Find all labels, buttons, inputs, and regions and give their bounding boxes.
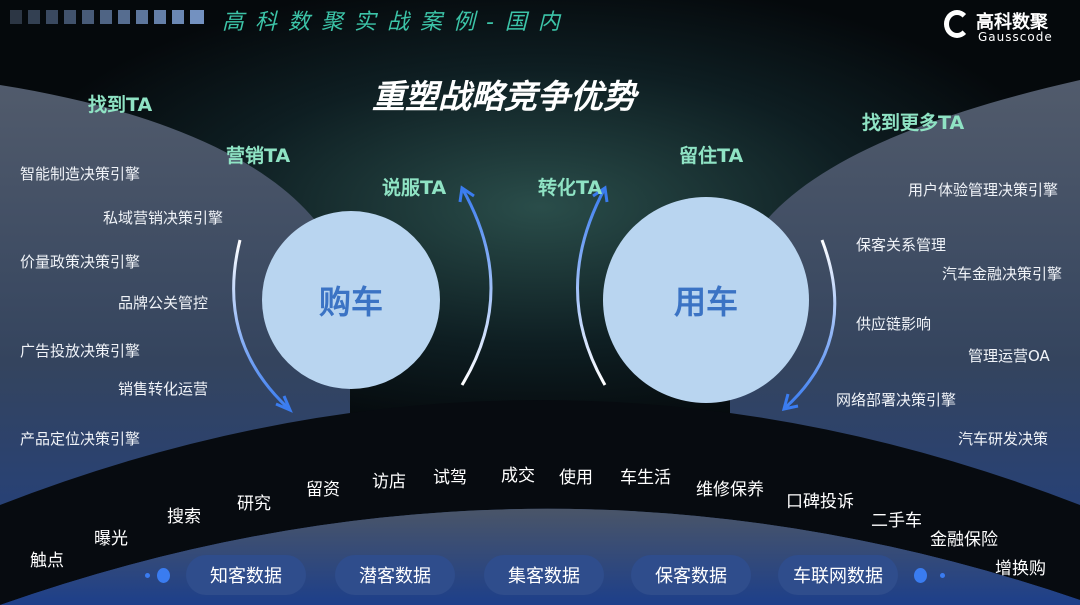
logo-subtitle: Gausscode xyxy=(978,30,1053,44)
right-engine: 用户体验管理决策引擎 xyxy=(908,181,1059,199)
stage: 曝光 xyxy=(94,529,128,549)
stage: 二手车 xyxy=(871,511,922,531)
stage: 车生活 xyxy=(620,468,671,488)
ta-find-more: 找到更多TA xyxy=(862,112,965,134)
buy-car-circle: 购车 xyxy=(262,211,440,389)
left-arc-arrow xyxy=(232,239,290,410)
right-arrowhead xyxy=(781,393,799,411)
ta-find: 找到TA xyxy=(88,94,153,116)
right-engine: 网络部署决策引擎 xyxy=(836,391,957,409)
data-pill[interactable]: 知客数据 xyxy=(186,555,306,595)
persuade-arc-arrow xyxy=(460,187,493,386)
left-engine: 广告投放决策引擎 xyxy=(20,342,141,360)
left-engine: 智能制造决策引擎 xyxy=(20,165,141,183)
data-pill[interactable]: 集客数据 xyxy=(484,555,604,595)
stage: 试驾 xyxy=(433,468,467,488)
stage: 访店 xyxy=(372,472,406,492)
right-engine: 管理运营OA xyxy=(968,347,1050,365)
data-pill[interactable]: 保客数据 xyxy=(631,555,751,595)
stage: 使用 xyxy=(559,468,593,488)
header-bars xyxy=(10,10,204,24)
left-engine: 产品定位决策引擎 xyxy=(20,430,141,448)
ta-market: 营销TA xyxy=(226,145,291,167)
stage: 成交 xyxy=(501,466,535,486)
stage: 增换购 xyxy=(995,559,1046,579)
stage: 维修保养 xyxy=(696,480,764,500)
buy-car-label: 购车 xyxy=(318,283,383,321)
ta-retain: 留住TA xyxy=(679,145,744,167)
left-engine: 价量政策决策引擎 xyxy=(20,253,141,271)
stage: 留资 xyxy=(306,480,340,500)
stage: 研究 xyxy=(237,494,271,514)
right-engine: 汽车金融决策引擎 xyxy=(942,265,1063,283)
header-title: 高 科 数 聚 实 战 案 例 - 国 内 xyxy=(222,10,562,35)
dot-small-left xyxy=(145,573,150,578)
right-engine: 供应链影响 xyxy=(856,315,932,333)
data-pill[interactable]: 潜客数据 xyxy=(335,555,455,595)
stage: 搜索 xyxy=(167,507,201,527)
right-engine: 保客关系管理 xyxy=(856,236,947,254)
stage: 口碑投诉 xyxy=(786,492,854,512)
convert-arc-arrow xyxy=(576,187,607,386)
left-engine: 品牌公关管控 xyxy=(118,294,209,312)
convert-arrowhead xyxy=(592,185,609,203)
stage: 金融保险 xyxy=(930,530,998,550)
ta-persuade: 说服TA xyxy=(382,177,447,199)
right-engine: 汽车研发决策 xyxy=(958,430,1049,448)
right-arc-arrow xyxy=(783,239,837,410)
use-car-circle: 用车 xyxy=(603,197,809,403)
logo-icon xyxy=(944,10,970,38)
dot-right xyxy=(914,568,927,583)
dot-small-right xyxy=(940,573,945,578)
persuade-arrowhead xyxy=(458,185,475,203)
data-pill[interactable]: 车联网数据 xyxy=(778,555,898,595)
logo-name: 高科数聚 xyxy=(976,12,1048,33)
left-engine: 私域营销决策引擎 xyxy=(103,209,224,227)
left-arrowhead xyxy=(275,395,293,413)
ta-convert: 转化TA xyxy=(538,177,603,199)
dot-left xyxy=(157,568,170,583)
use-car-label: 用车 xyxy=(673,283,738,321)
left-engine: 销售转化运营 xyxy=(118,380,209,398)
stage: 触点 xyxy=(30,551,64,571)
headline: 重塑战略竞争优势 xyxy=(372,77,636,116)
